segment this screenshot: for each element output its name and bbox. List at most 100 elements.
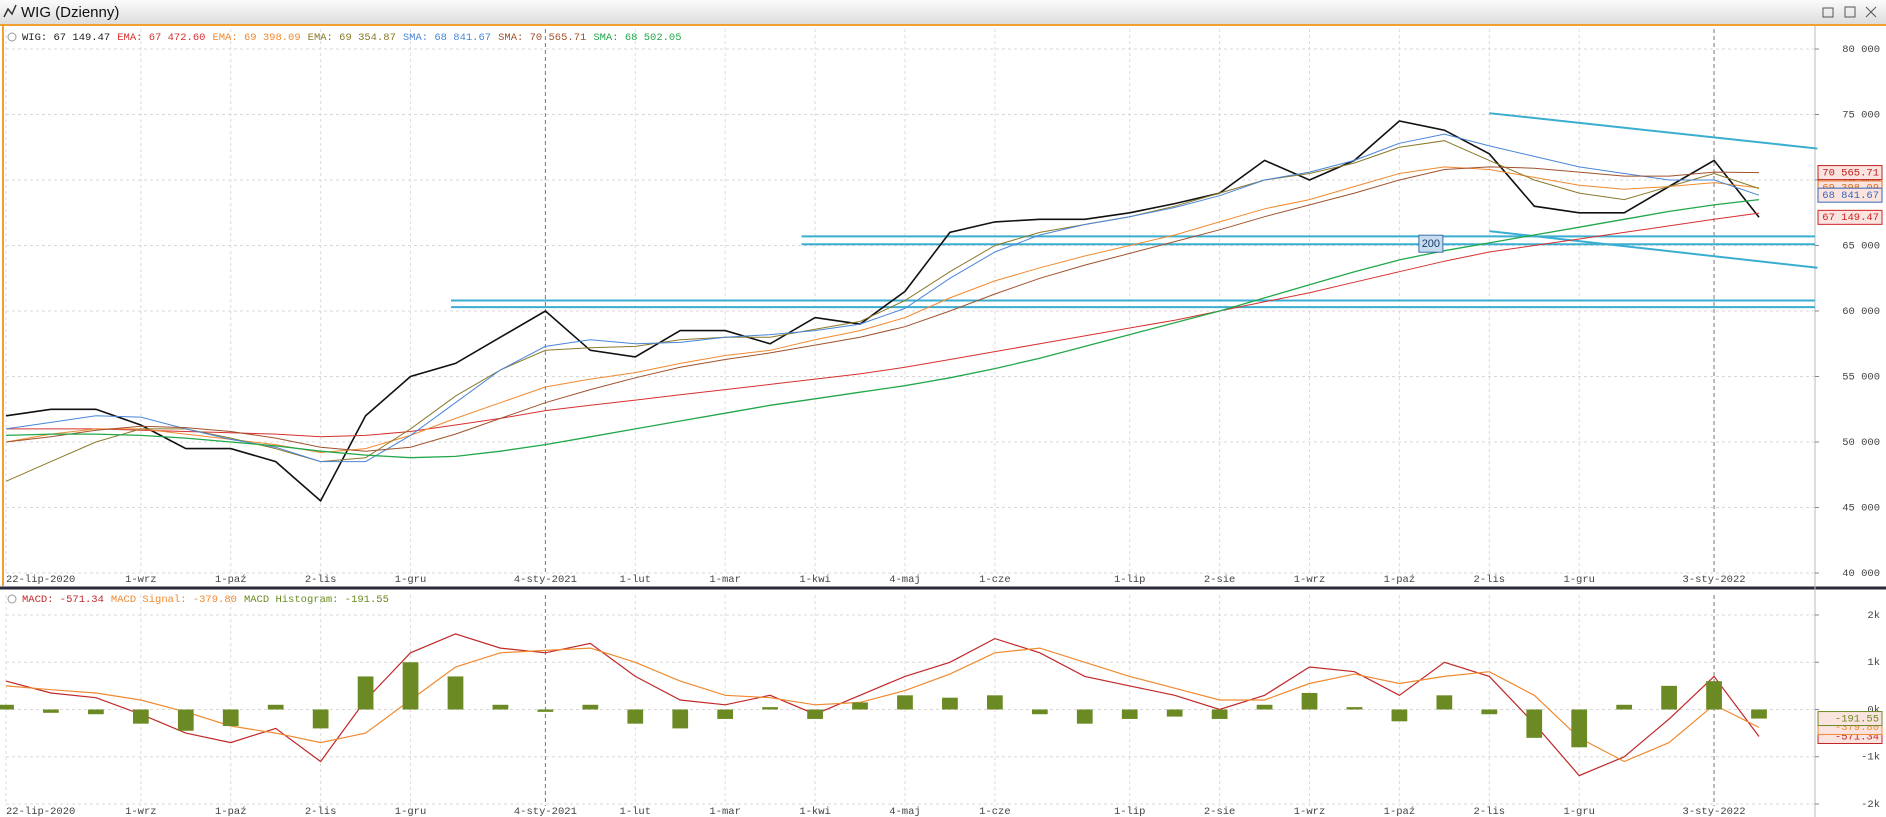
histogram-bar	[1031, 709, 1048, 715]
histogram-bar	[43, 709, 59, 713]
histogram-bar	[312, 709, 329, 729]
y-tick-label: 75 000	[1842, 109, 1880, 121]
y-tick-label: 1k	[1867, 657, 1880, 669]
y-tick-label: 40 000	[1842, 568, 1880, 580]
legend-entry: MACD: -571.34	[22, 594, 104, 606]
x-tick-label: 2-lis	[1474, 806, 1506, 817]
histogram-bar	[222, 709, 239, 727]
x-tick-label: 4-sty-2021	[514, 806, 577, 817]
histogram-bar	[1436, 695, 1453, 710]
histogram-bar	[1301, 692, 1318, 710]
x-tick-label: 1-lut	[620, 574, 652, 586]
histogram-bar	[1166, 709, 1183, 717]
histogram-bar	[1616, 704, 1633, 710]
last-value-label: -191.55	[1835, 713, 1879, 725]
histogram-bar	[672, 709, 689, 729]
series-line	[5, 133, 1760, 463]
legend-entry: EMA: 67 472.60	[117, 32, 205, 44]
x-tick-label: 1-cze	[979, 806, 1011, 817]
legend-entry: SMA: 70 565.71	[498, 32, 586, 44]
x-tick-label: 1-paź	[1384, 806, 1416, 817]
restore-button[interactable]	[1844, 6, 1856, 18]
histogram-bar	[942, 697, 958, 710]
histogram-bar	[627, 709, 644, 724]
x-tick-label: 4-maj	[889, 574, 921, 586]
series-line	[5, 166, 1760, 452]
last-value-box	[1817, 165, 1883, 181]
series-line	[5, 633, 1760, 777]
histogram-bar	[987, 695, 1003, 710]
x-tick-label: 4-sty-2021	[514, 574, 577, 586]
x-tick-label: 22-lip-2020	[6, 574, 75, 586]
histogram-bar	[762, 707, 778, 710]
last-value-label: 68 841.67	[1822, 190, 1879, 202]
histogram-bar	[1076, 709, 1093, 724]
series-line	[5, 140, 1760, 482]
x-tick-label: 1-gru	[395, 806, 427, 817]
histogram-bar	[1211, 709, 1228, 719]
x-tick-label: 1-paź	[215, 574, 247, 586]
x-tick-label: 1-paź	[1384, 574, 1416, 586]
window-buttons[interactable]	[1822, 6, 1877, 18]
histogram-bar	[897, 695, 913, 710]
x-tick-label: 2-lis	[305, 806, 337, 817]
legend-entry: EMA: 69 354.87	[308, 32, 396, 44]
histogram-bar	[402, 662, 419, 710]
histogram-bar	[88, 709, 104, 715]
histogram-bar	[852, 702, 868, 710]
series-line	[5, 198, 1760, 459]
y-tick-label: -1k	[1861, 752, 1880, 764]
histogram-bar	[1526, 709, 1543, 738]
x-tick-label: 1-lut	[620, 806, 652, 817]
y-tick-label: 80 000	[1842, 44, 1880, 56]
histogram-bar	[1706, 681, 1722, 710]
x-tick-label: 1-kwi	[799, 806, 831, 817]
histogram-bar	[132, 709, 149, 724]
histogram-bar	[1481, 709, 1498, 715]
minimize-button[interactable]	[1822, 7, 1834, 18]
x-tick-label: 2-lis	[1474, 574, 1506, 586]
x-tick-label: 1-gru	[1563, 806, 1595, 817]
histogram-bar	[1346, 707, 1363, 710]
trend-line	[1489, 112, 1818, 150]
x-tick-label: 1-lip	[1114, 574, 1146, 586]
histogram-bar	[447, 676, 464, 710]
x-tick-label: 2-sie	[1204, 806, 1236, 817]
legend-entry: EMA: 69 398.09	[212, 32, 300, 44]
legend-entry: SMA: 68 502.05	[593, 32, 681, 44]
series-line	[5, 120, 1760, 503]
x-tick-label: 1-gru	[1563, 574, 1595, 586]
x-tick-label: 1-mar	[709, 574, 741, 586]
histogram-bar	[492, 704, 509, 710]
x-tick-label: 2-sie	[1204, 574, 1236, 586]
x-tick-label: 1-wrz	[125, 574, 157, 586]
x-tick-label: 1-lip	[1114, 806, 1146, 817]
x-tick-label: 22-lip-2020	[6, 806, 75, 817]
x-tick-label: 3-sty-2022	[1683, 806, 1746, 817]
series-line	[6, 212, 1760, 438]
legend-icon	[7, 32, 17, 42]
last-value-label: 67 149.47	[1822, 212, 1879, 224]
histogram-bar	[1571, 709, 1588, 748]
histogram-bar	[1256, 704, 1273, 710]
badge-box	[1418, 234, 1444, 253]
x-tick-label: 1-wrz	[1294, 806, 1326, 817]
series-line	[5, 647, 1760, 763]
legend-entry: MACD Signal: -379.80	[111, 594, 237, 606]
window-title: WIG (Dzienny)	[21, 4, 119, 21]
x-tick-label: 4-maj	[889, 806, 921, 817]
title-bar	[0, 0, 1886, 25]
legend-entry: SMA: 68 841.67	[403, 32, 491, 44]
y-tick-label: 60 000	[1842, 306, 1880, 318]
last-value-box	[1817, 711, 1883, 727]
close-button[interactable]	[1865, 6, 1877, 18]
x-tick-label: 3-sty-2022	[1683, 574, 1746, 586]
histogram-bar	[1391, 709, 1408, 722]
x-tick-label: 1-kwi	[799, 574, 831, 586]
x-tick-label: 2-lis	[305, 574, 337, 586]
last-value-label: 70 565.71	[1822, 167, 1879, 179]
last-value-box	[1817, 209, 1883, 225]
histogram-bar	[1661, 685, 1677, 710]
x-tick-label: 1-mar	[709, 806, 741, 817]
